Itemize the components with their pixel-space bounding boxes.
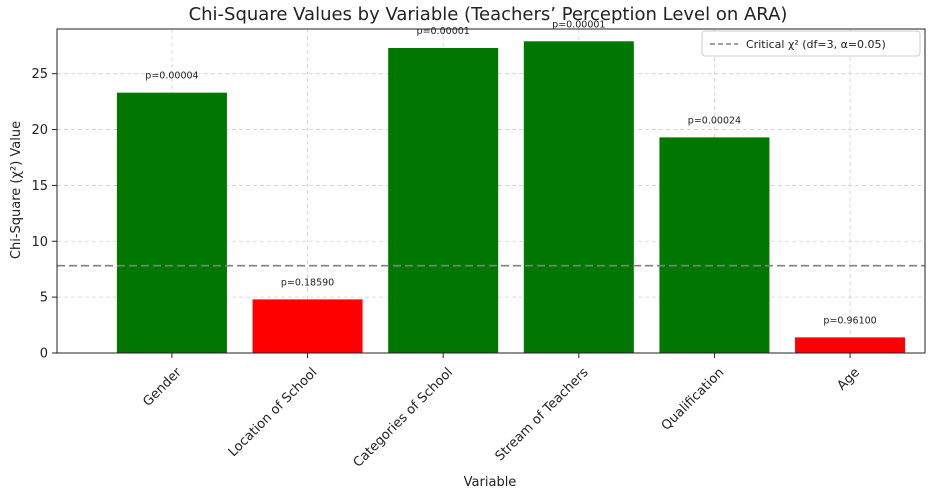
bar-gender	[116, 92, 227, 353]
plot-frame	[56, 28, 926, 354]
y-axis-label: Chi-Square (χ²) Value	[9, 121, 24, 259]
legend: Critical χ² (df=3, α=0.05)	[701, 30, 921, 57]
legend-box	[701, 30, 921, 57]
x-axis-label: Variable	[464, 475, 517, 490]
x-tick-label: Categories of School	[351, 365, 456, 470]
y-tick-label: 0	[40, 347, 48, 362]
y-tick-label: 20	[31, 123, 48, 138]
bar-age	[795, 337, 906, 353]
x-tick-label: Qualification	[659, 365, 728, 434]
legend-label: Critical χ² (df=3, α=0.05)	[746, 38, 886, 51]
bar-categories-of-school	[388, 47, 499, 353]
p-value-label: p=0.00001	[552, 19, 605, 30]
p-value-label: p=0.96100	[823, 315, 876, 326]
bar-location-of-school	[252, 299, 363, 353]
y-tick-label: 15	[31, 179, 48, 194]
p-value-label: p=0.00001	[417, 26, 470, 37]
y-tick-label: 25	[31, 67, 48, 82]
y-tick-label: 5	[40, 291, 48, 306]
bar-stream-of-teachers	[523, 41, 634, 354]
x-tick-label: Location of School	[226, 365, 321, 460]
x-tick-label: Age	[834, 365, 862, 393]
p-value-label: p=0.00004	[145, 71, 198, 82]
x-tick-label: Stream of Teachers	[493, 365, 592, 464]
p-value-label: p=0.18590	[281, 277, 334, 288]
p-value-label: p=0.00024	[688, 115, 741, 126]
y-tick-label: 10	[31, 235, 48, 250]
bar-qualification	[659, 137, 770, 353]
axes-layer	[52, 28, 926, 358]
chart-title: Chi-Square Values by Variable (Teachers’…	[189, 4, 788, 25]
x-tick-label: Gender	[140, 365, 185, 410]
bars-layer	[116, 41, 906, 354]
